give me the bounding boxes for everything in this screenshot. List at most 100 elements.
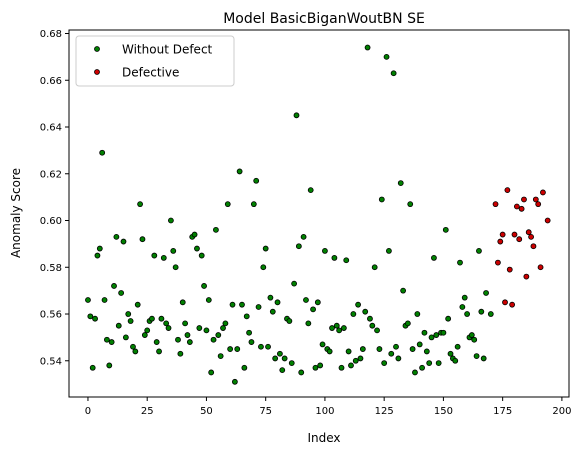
point-without-defect [471, 336, 478, 343]
x-tick-label: 125 [375, 406, 394, 417]
point-defective [535, 201, 542, 208]
point-defective [497, 238, 504, 245]
point-without-defect [130, 343, 136, 350]
y-tick-label: 0.60 [40, 216, 62, 227]
point-without-defect [397, 180, 404, 187]
point-without-defect [248, 339, 255, 345]
x-axis-label: Index [307, 431, 340, 445]
point-without-defect [241, 364, 248, 371]
point-without-defect [383, 53, 390, 60]
point-without-defect [106, 362, 113, 369]
legend: Without Defect Defective [75, 35, 235, 87]
point-without-defect [201, 283, 207, 289]
point-without-defect [255, 304, 262, 310]
point-without-defect [250, 201, 257, 208]
point-without-defect [89, 364, 96, 371]
point-without-defect [149, 315, 155, 322]
point-without-defect [144, 327, 151, 334]
point-without-defect [468, 332, 475, 338]
point-without-defect [99, 149, 106, 156]
point-without-defect [407, 201, 414, 208]
point-without-defect [203, 327, 210, 334]
point-without-defect [134, 301, 141, 308]
point-defective [540, 189, 546, 196]
point-without-defect [215, 332, 222, 338]
point-without-defect [367, 315, 373, 322]
point-without-defect [303, 297, 309, 303]
point-without-defect [139, 236, 146, 243]
point-without-defect [409, 346, 416, 352]
point-without-defect [395, 355, 402, 362]
point-without-defect [305, 320, 312, 327]
point-without-defect [374, 327, 380, 334]
x-tick-label: 100 [315, 406, 334, 417]
x-tick-label: 50 [200, 406, 213, 417]
point-without-defect [156, 348, 162, 355]
point-without-defect [295, 243, 302, 250]
point-without-defect [186, 339, 193, 345]
point-without-defect [127, 318, 134, 324]
point-defective [544, 217, 551, 224]
point-without-defect [343, 257, 350, 264]
point-without-defect [182, 320, 189, 327]
point-without-defect [291, 280, 298, 287]
point-without-defect [414, 311, 421, 317]
x-tick-label: 75 [259, 406, 272, 417]
point-without-defect [262, 245, 269, 252]
point-without-defect [329, 325, 335, 331]
point-without-defect [153, 339, 160, 345]
point-without-defect [253, 177, 260, 184]
point-without-defect [307, 187, 314, 194]
point-without-defect [229, 301, 236, 308]
point-without-defect [478, 308, 485, 315]
point-without-defect [352, 357, 359, 364]
x-tick-label: 150 [434, 406, 453, 417]
chart-title: Model BasicBiganWoutBN SE [223, 11, 425, 27]
point-without-defect [258, 343, 264, 350]
point-without-defect [179, 299, 186, 306]
point-without-defect [419, 364, 425, 371]
point-without-defect [310, 306, 316, 313]
point-without-defect [274, 299, 281, 306]
point-without-defect [293, 112, 300, 119]
point-without-defect [267, 294, 274, 301]
y-axis-ticks: 0.54 0.56 0.58 0.60 0.62 0.64 0.66 0.68 [40, 29, 69, 367]
point-without-defect [336, 327, 343, 334]
point-without-defect [473, 353, 480, 359]
point-without-defect [210, 336, 217, 343]
point-defective [499, 231, 506, 238]
point-without-defect [340, 325, 347, 331]
point-defective [511, 231, 518, 238]
point-without-defect [196, 325, 203, 331]
point-without-defect [433, 332, 440, 338]
point-without-defect [459, 304, 466, 310]
point-without-defect [208, 369, 215, 376]
point-defective [502, 299, 508, 306]
legend-marker-defective [94, 69, 100, 75]
legend-frame [75, 35, 235, 87]
point-without-defect [371, 264, 378, 271]
point-defective [518, 205, 525, 212]
point-without-defect [431, 255, 437, 261]
point-without-defect [224, 201, 231, 208]
point-without-defect [300, 233, 307, 240]
point-without-defect [476, 247, 482, 254]
point-without-defect [108, 339, 115, 345]
point-without-defect [239, 301, 245, 308]
point-without-defect [440, 329, 447, 336]
point-without-defect [118, 290, 125, 296]
point-without-defect [87, 313, 94, 320]
point-without-defect [170, 247, 177, 254]
point-without-defect [412, 369, 418, 376]
point-without-defect [333, 322, 340, 329]
point-without-defect [483, 290, 489, 296]
point-defective [521, 196, 527, 203]
point-without-defect [125, 311, 132, 317]
point-without-defect [312, 364, 319, 371]
point-without-defect [378, 196, 385, 203]
x-tick-label: 175 [493, 406, 512, 417]
point-without-defect [115, 322, 122, 329]
point-defective [504, 187, 511, 194]
y-tick-label: 0.54 [40, 356, 62, 367]
